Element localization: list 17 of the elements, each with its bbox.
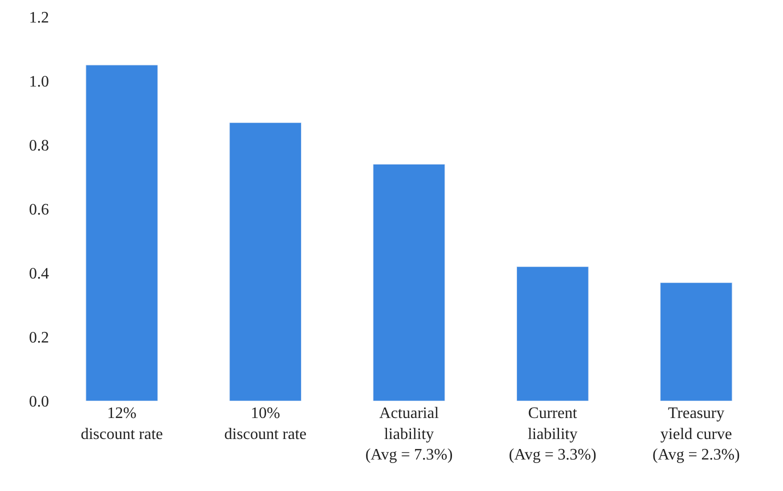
y-tick-label: 0.2 <box>29 330 49 347</box>
y-tick-label: 1.2 <box>29 10 49 27</box>
y-tick-label: 0.4 <box>29 266 49 283</box>
x-tick-label: Actuarial liability (Avg = 7.3%) <box>365 405 453 464</box>
y-tick-label: 1.0 <box>29 74 49 91</box>
y-tick-label: 0.6 <box>29 202 49 219</box>
x-tick-label: 12% discount rate <box>80 405 163 443</box>
bar <box>660 282 732 401</box>
y-tick-label: 0.0 <box>29 394 49 411</box>
bar <box>516 266 589 401</box>
bar <box>229 122 302 401</box>
x-tick-label: Current liability (Avg = 3.3%) <box>508 405 596 464</box>
x-tick-label: 10% discount rate <box>224 405 306 443</box>
bar <box>86 64 158 401</box>
bar <box>372 164 446 401</box>
y-tick-label: 0.8 <box>29 138 49 155</box>
x-tick-label: Treasury yield curve (Avg = 2.3%) <box>652 405 740 464</box>
